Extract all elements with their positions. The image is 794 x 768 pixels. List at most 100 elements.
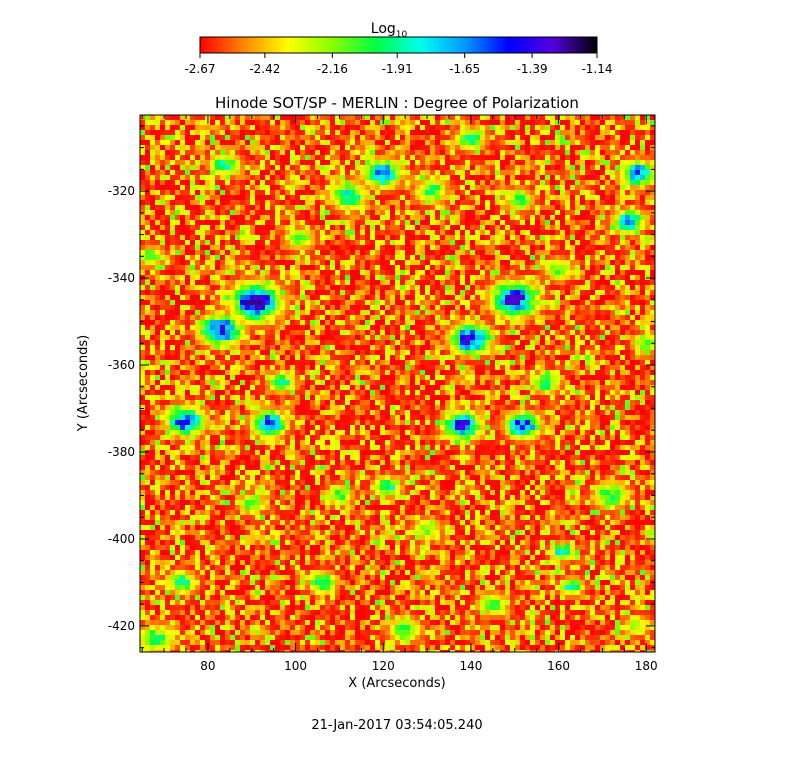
heatmap-cell: [190, 245, 195, 250]
heatmap-cell: [260, 175, 265, 180]
heatmap-cell: [630, 235, 635, 240]
heatmap-cell: [160, 195, 165, 200]
heatmap-cell: [350, 160, 355, 165]
heatmap-cell: [220, 300, 225, 305]
heatmap-cell: [275, 175, 280, 180]
heatmap-cell: [600, 190, 605, 195]
heatmap-cell: [600, 210, 605, 215]
heatmap-cell: [595, 140, 600, 145]
heatmap-cell: [240, 255, 245, 260]
heatmap-cell: [310, 300, 315, 305]
heatmap-cell: [625, 180, 630, 185]
heatmap-cell: [345, 115, 350, 120]
heatmap-cell: [545, 215, 550, 220]
heatmap-cell: [530, 320, 535, 325]
heatmap-cell: [425, 305, 430, 310]
heatmap-cell: [290, 325, 295, 330]
heatmap-cell: [630, 165, 635, 170]
heatmap-cell: [575, 275, 580, 280]
heatmap-cell: [620, 120, 625, 125]
heatmap-cell: [645, 285, 650, 290]
heatmap-cell: [195, 120, 200, 125]
heatmap-cell: [530, 130, 535, 135]
heatmap-cell: [615, 145, 620, 150]
heatmap-cell: [290, 230, 295, 235]
heatmap-cell: [440, 345, 445, 350]
heatmap-cell: [510, 165, 515, 170]
heatmap-cell: [575, 140, 580, 145]
heatmap-cell: [200, 280, 205, 285]
heatmap-cell: [585, 335, 590, 340]
heatmap-cell: [565, 215, 570, 220]
heatmap-cell: [625, 200, 630, 205]
heatmap-cell: [235, 235, 240, 240]
heatmap-cell: [195, 315, 200, 320]
heatmap-cell: [280, 295, 285, 300]
heatmap-cell: [315, 230, 320, 235]
heatmap-cell: [530, 120, 535, 125]
heatmap-cell: [265, 190, 270, 195]
heatmap-cell: [300, 185, 305, 190]
heatmap-cell: [190, 205, 195, 210]
heatmap-cell: [395, 285, 400, 290]
heatmap-cell: [185, 185, 190, 190]
heatmap-cell: [625, 190, 630, 195]
heatmap-cell: [385, 345, 390, 350]
heatmap-cell: [460, 350, 465, 355]
heatmap-cell: [395, 260, 400, 265]
heatmap-cell: [570, 315, 575, 320]
heatmap-cell: [585, 190, 590, 195]
heatmap-cell: [280, 330, 285, 335]
heatmap-cell: [225, 225, 230, 230]
heatmap-cell: [510, 215, 515, 220]
heatmap-cell: [190, 265, 195, 270]
heatmap-cell: [295, 335, 300, 340]
heatmap-cell: [485, 185, 490, 190]
heatmap-cell: [155, 155, 160, 160]
heatmap-cell: [315, 310, 320, 315]
heatmap-cell: [300, 345, 305, 350]
heatmap-cell: [590, 295, 595, 300]
heatmap-cell: [300, 135, 305, 140]
heatmap-cell: [585, 345, 590, 350]
heatmap-cell: [600, 300, 605, 305]
heatmap-cell: [355, 255, 360, 260]
heatmap-cell: [180, 250, 185, 255]
heatmap-cell: [230, 260, 235, 265]
heatmap-cell: [580, 320, 585, 325]
heatmap-cell: [385, 300, 390, 305]
heatmap-cell: [415, 300, 420, 305]
heatmap-cell: [285, 280, 290, 285]
heatmap-cell: [650, 330, 655, 335]
heatmap-cell: [440, 330, 445, 335]
heatmap-cell: [155, 220, 160, 225]
heatmap-cell: [355, 280, 360, 285]
heatmap-cell: [565, 315, 570, 320]
heatmap-cell: [560, 255, 565, 260]
heatmap-cell: [405, 155, 410, 160]
heatmap-cell: [300, 240, 305, 245]
heatmap-cell: [560, 305, 565, 310]
heatmap-cell: [515, 170, 520, 175]
heatmap-cell: [315, 120, 320, 125]
heatmap-cell: [270, 195, 275, 200]
heatmap-cell: [350, 145, 355, 150]
heatmap-cell: [165, 330, 170, 335]
heatmap-cell: [280, 130, 285, 135]
heatmap-cell: [175, 135, 180, 140]
heatmap-cell: [250, 140, 255, 145]
heatmap-cell: [555, 300, 560, 305]
heatmap-cell: [635, 200, 640, 205]
heatmap-cell: [595, 150, 600, 155]
heatmap-cell: [140, 325, 145, 330]
heatmap-cell: [185, 235, 190, 240]
heatmap-cell: [590, 340, 595, 345]
heatmap-cell: [225, 185, 230, 190]
heatmap-cell: [535, 345, 540, 350]
heatmap-cell: [570, 265, 575, 270]
heatmap-cell: [175, 290, 180, 295]
heatmap-cell: [450, 170, 455, 175]
heatmap-cell: [490, 235, 495, 240]
heatmap-cell: [490, 305, 495, 310]
heatmap-cell: [550, 125, 555, 130]
